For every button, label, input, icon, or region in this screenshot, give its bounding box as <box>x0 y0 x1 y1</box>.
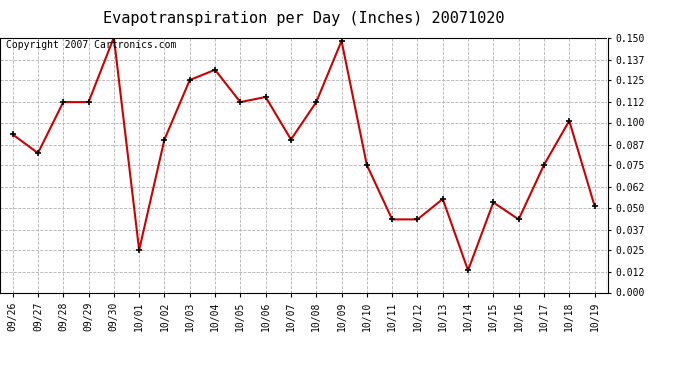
Text: Copyright 2007 Cartronics.com: Copyright 2007 Cartronics.com <box>6 40 177 50</box>
Text: Evapotranspiration per Day (Inches) 20071020: Evapotranspiration per Day (Inches) 2007… <box>103 11 504 26</box>
